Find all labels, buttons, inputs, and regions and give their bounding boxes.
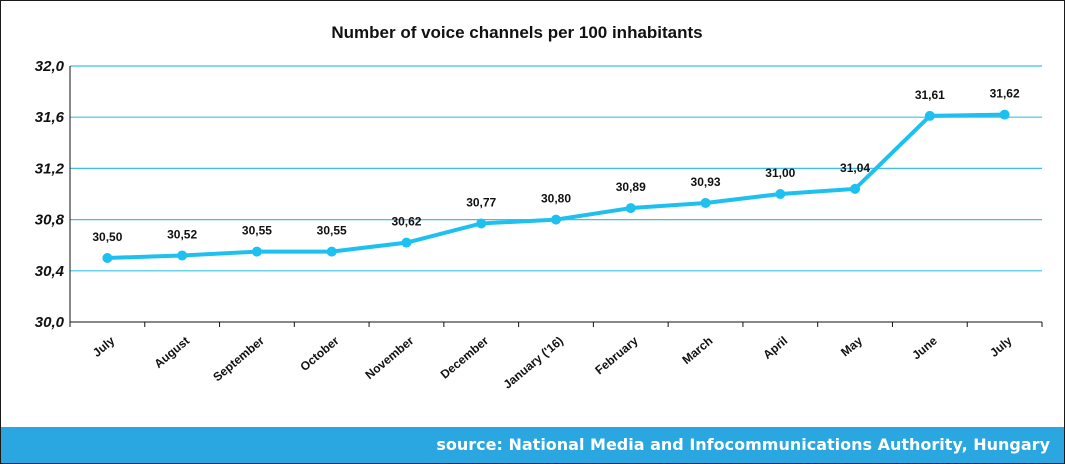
data-point <box>551 214 561 225</box>
data-point <box>999 109 1010 120</box>
data-point <box>476 218 487 229</box>
y-axis: 30,0 30,4 30,8 31,2 31,6 32,0 <box>35 58 71 331</box>
y-tick-label: 31,2 <box>35 160 65 177</box>
series-line-layer <box>102 109 1010 263</box>
x-tick-label: September <box>210 333 267 384</box>
x-tick-label: May <box>838 333 865 359</box>
source-text: source: National Media and Infocommunica… <box>436 435 1050 454</box>
data-label: 30,89 <box>616 180 646 194</box>
data-point <box>177 250 188 261</box>
x-tick-label: August <box>151 334 192 371</box>
x-tick-label: July <box>987 333 1015 359</box>
y-tick-label: 31,6 <box>35 109 65 126</box>
source-footer: source: National Media and Infocommunica… <box>1 427 1064 463</box>
data-label: 31,62 <box>990 87 1020 101</box>
y-tick-label: 30,8 <box>35 212 65 229</box>
data-point <box>700 197 711 208</box>
x-tick-label: October <box>297 333 341 374</box>
chart-title: Number of voice channels per 100 inhabit… <box>331 23 702 42</box>
x-tick-label: April <box>760 334 790 362</box>
data-point <box>326 246 337 257</box>
x-tick-label: December <box>438 333 492 381</box>
y-tick-label: 32,0 <box>35 58 65 75</box>
data-label: 30,93 <box>691 175 721 189</box>
data-label: 31,00 <box>765 166 795 180</box>
x-axis: July August September October November Decemb… <box>69 321 1043 392</box>
y-tick-label: 30,4 <box>35 263 65 280</box>
data-point <box>850 183 861 194</box>
data-point <box>625 203 636 214</box>
x-tick-label: March <box>679 334 715 367</box>
y-tick-label: 30,0 <box>35 314 65 331</box>
data-label: 30,55 <box>242 224 272 238</box>
data-label: 30,80 <box>541 192 571 206</box>
data-label: 31,04 <box>840 161 870 175</box>
data-label: 30,50 <box>92 230 122 244</box>
x-tick-label: November <box>362 333 416 382</box>
data-label: 31,61 <box>915 88 945 102</box>
x-tick-label: February <box>592 333 641 377</box>
data-point <box>775 189 786 199</box>
data-label: 30,55 <box>317 224 347 238</box>
data-label: 30,62 <box>391 215 421 229</box>
data-point <box>102 253 113 263</box>
x-tick-label: June <box>909 333 940 362</box>
data-point <box>401 237 412 248</box>
data-labels: 30,50 30,52 30,55 30,55 30,62 30,77 30,80 30,89… <box>92 87 1020 244</box>
gridlines <box>70 65 1042 272</box>
data-point <box>251 246 262 257</box>
data-label: 30,77 <box>466 195 496 209</box>
data-label: 30,52 <box>167 227 197 241</box>
x-tick-label: July <box>90 333 118 359</box>
x-tick-label: January ('16) <box>501 334 566 392</box>
data-point <box>924 110 935 121</box>
